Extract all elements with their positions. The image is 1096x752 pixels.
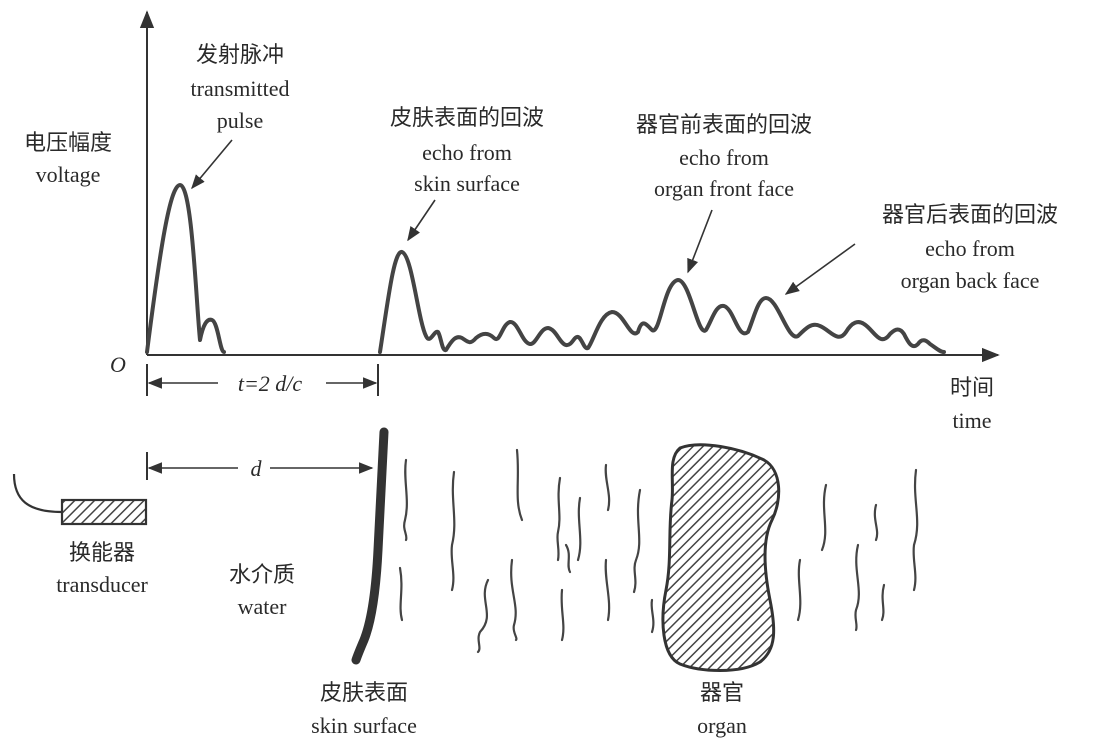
x-axis-label-zh: 时间 [950, 376, 994, 401]
skin-echo-arrow [407, 199, 436, 242]
transmitted-pulse-label-zh: 发射脉冲 [196, 43, 284, 68]
transducer-icon [60, 498, 148, 526]
water-label-zh: 水介质 [229, 563, 295, 588]
transmitted-pulse-label-en1: transmitted [191, 76, 290, 101]
time-marker-label: t=2 d/c [238, 371, 303, 396]
front-echo-arrow [687, 209, 713, 274]
skin-echo-label-zh: 皮肤表面的回波 [390, 106, 544, 131]
skin-echo-label-en2: skin surface [414, 171, 520, 196]
transducer-label-zh: 换能器 [69, 541, 135, 566]
distance-marker-label: d [251, 456, 263, 481]
transmitted-pulse-label-en2: pulse [217, 108, 263, 133]
back-echo-label-en1: echo from [925, 236, 1015, 261]
organ-label-zh: 器官 [700, 681, 744, 706]
y-axis-label-zh: 电压幅度 [24, 131, 112, 156]
skin-echo-label-en1: echo from [422, 140, 512, 165]
front-echo-label-zh: 器官前表面的回波 [636, 113, 812, 138]
skin-surface-label-zh: 皮肤表面 [320, 681, 408, 706]
organ-shape [661, 443, 781, 672]
x-axis-label-en: time [952, 408, 991, 433]
back-echo-arrow [784, 243, 856, 295]
tissue-fibers [398, 448, 919, 654]
water-label-en: water [238, 594, 288, 619]
back-echo-label-zh: 器官后表面的回波 [882, 203, 1058, 228]
organ-label-en: organ [697, 713, 747, 738]
skin-surface-label-en: skin surface [311, 713, 417, 738]
front-echo-label-en1: echo from [679, 145, 769, 170]
skin-surface-line [351, 427, 389, 665]
front-echo-label-en2: organ front face [654, 176, 794, 201]
echo-waveform [145, 183, 946, 354]
back-echo-label-en2: organ back face [901, 268, 1040, 293]
transmitted-pulse-arrow [191, 139, 233, 190]
y-axis-label-en: voltage [36, 162, 101, 187]
origin-label: O [110, 352, 126, 377]
transducer-cable [12, 473, 63, 514]
transducer-label-en: transducer [56, 572, 148, 597]
